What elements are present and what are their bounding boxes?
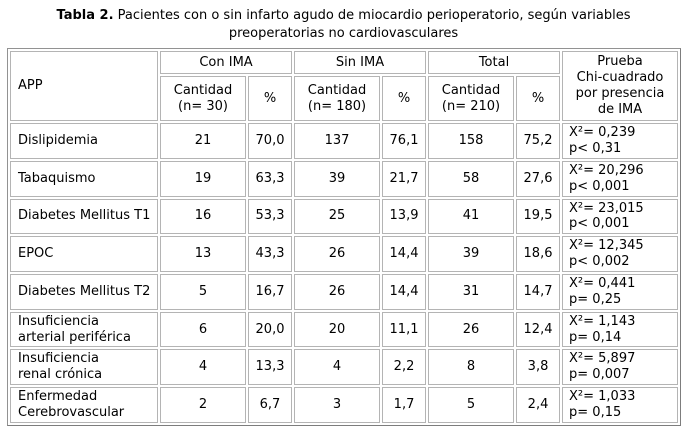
group-header-sin-ima: Sin IMA: [294, 51, 427, 75]
table-number-label: Tabla 2.: [56, 8, 114, 23]
cell-chi-square: X²= 1,033 p= 0,15: [562, 387, 679, 423]
cell-sin-pct: 76,1: [382, 123, 427, 159]
row-label: Insuficiencia renal crónica: [10, 349, 158, 386]
table-row: Enfermedad Cerebrovascular 2 6,7 3 1,7 5…: [10, 387, 679, 423]
header-group-row: APP Con IMA Sin IMA Total Prueba Chi-cua…: [10, 51, 679, 122]
cell-con-cantidad: 5: [160, 273, 246, 310]
cell-total-pct: 3,8: [516, 349, 561, 386]
cell-total-pct: 27,6: [516, 160, 561, 197]
cell-sin-cantidad: 26: [294, 236, 381, 272]
cell-sin-cantidad: 25: [294, 198, 381, 235]
corner-header-app: APP: [10, 51, 158, 122]
cell-total-pct: 12,4: [516, 311, 561, 348]
cell-con-cantidad: 4: [160, 349, 246, 386]
cell-chi-square: X²= 20,296 p< 0,001: [562, 160, 679, 197]
cell-sin-pct: 13,9: [382, 198, 427, 235]
cell-total-pct: 14,7: [516, 273, 561, 310]
cell-total-cantidad: 8: [428, 349, 515, 386]
table-row: Tabaquismo 19 63,3 39 21,7 58 27,6 X²= 2…: [10, 160, 679, 197]
row-label: Dislipidemia: [10, 123, 158, 159]
cell-sin-cantidad: 39: [294, 160, 381, 197]
subheader-total-cantidad: Cantidad (n= 210): [428, 76, 515, 122]
patients-table: APP Con IMA Sin IMA Total Prueba Chi-cua…: [7, 48, 682, 426]
cell-con-pct: 63,3: [248, 160, 293, 197]
cell-total-cantidad: 58: [428, 160, 515, 197]
cell-sin-cantidad: 20: [294, 311, 381, 348]
cell-sin-cantidad: 3: [294, 387, 381, 423]
cell-sin-pct: 1,7: [382, 387, 427, 423]
chi-square-header: Prueba Chi-cuadrado por presencia de IMA: [562, 51, 679, 122]
cell-chi-square: X²= 0,239 p< 0,31: [562, 123, 679, 159]
cell-total-pct: 19,5: [516, 198, 561, 235]
subheader-sin-cantidad: Cantidad (n= 180): [294, 76, 381, 122]
cell-total-pct: 18,6: [516, 236, 561, 272]
cell-total-cantidad: 39: [428, 236, 515, 272]
subheader-con-pct: %: [248, 76, 293, 122]
row-label: Enfermedad Cerebrovascular: [10, 387, 158, 423]
table-row: Insuficiencia renal crónica 4 13,3 4 2,2…: [10, 349, 679, 386]
cell-con-cantidad: 19: [160, 160, 246, 197]
cell-chi-square: X²= 1,143 p= 0,14: [562, 311, 679, 348]
page-title: Tabla 2. Pacientes con o sin infarto agu…: [14, 7, 674, 42]
cell-chi-square: X²= 23,015 p< 0,001: [562, 198, 679, 235]
table-title-text: Pacientes con o sin infarto agudo de mio…: [117, 8, 631, 41]
cell-sin-cantidad: 26: [294, 273, 381, 310]
row-label: Diabetes Mellitus T1: [10, 198, 158, 235]
cell-con-cantidad: 2: [160, 387, 246, 423]
cell-con-cantidad: 16: [160, 198, 246, 235]
row-label: Tabaquismo: [10, 160, 158, 197]
cell-sin-pct: 11,1: [382, 311, 427, 348]
group-header-total: Total: [428, 51, 561, 75]
header-sub-row: Cantidad (n= 30) % Cantidad (n= 180) % C…: [10, 76, 678, 122]
cell-total-pct: 75,2: [516, 123, 561, 159]
cell-con-pct: 13,3: [248, 349, 293, 386]
table-row: Diabetes Mellitus T2 5 16,7 26 14,4 31 1…: [10, 273, 679, 310]
cell-sin-cantidad: 4: [294, 349, 381, 386]
cell-con-pct: 70,0: [248, 123, 293, 159]
row-label: Insuficiencia arterial periférica: [10, 311, 158, 348]
cell-total-cantidad: 158: [428, 123, 515, 159]
group-header-con-ima: Con IMA: [160, 51, 293, 75]
cell-total-cantidad: 26: [428, 311, 515, 348]
cell-con-pct: 53,3: [248, 198, 293, 235]
cell-con-pct: 20,0: [248, 311, 293, 348]
table-row: Diabetes Mellitus T1 16 53,3 25 13,9 41 …: [10, 198, 679, 235]
table-row: Insuficiencia arterial periférica 6 20,0…: [10, 311, 679, 348]
cell-sin-pct: 21,7: [382, 160, 427, 197]
subheader-total-pct: %: [516, 76, 561, 122]
cell-total-cantidad: 5: [428, 387, 515, 423]
row-label: Diabetes Mellitus T2: [10, 273, 158, 310]
table-row: EPOC 13 43,3 26 14,4 39 18,6 X²= 12,345 …: [10, 236, 679, 272]
subheader-con-cantidad: Cantidad (n= 30): [160, 76, 246, 122]
cell-con-pct: 6,7: [248, 387, 293, 423]
cell-con-pct: 16,7: [248, 273, 293, 310]
cell-con-cantidad: 6: [160, 311, 246, 348]
cell-total-cantidad: 41: [428, 198, 515, 235]
cell-con-pct: 43,3: [248, 236, 293, 272]
cell-chi-square: X²= 12,345 p< 0,002: [562, 236, 679, 272]
row-label: EPOC: [10, 236, 158, 272]
cell-total-pct: 2,4: [516, 387, 561, 423]
cell-chi-square: X²= 5,897 p= 0,007: [562, 349, 679, 386]
table-row: Dislipidemia 21 70,0 137 76,1 158 75,2 X…: [10, 123, 679, 159]
cell-sin-cantidad: 137: [294, 123, 381, 159]
cell-chi-square: X²= 0,441 p= 0,25: [562, 273, 679, 310]
cell-con-cantidad: 13: [160, 236, 246, 272]
cell-total-cantidad: 31: [428, 273, 515, 310]
cell-sin-pct: 2,2: [382, 349, 427, 386]
cell-sin-pct: 14,4: [382, 273, 427, 310]
subheader-sin-pct: %: [382, 76, 427, 122]
cell-con-cantidad: 21: [160, 123, 246, 159]
cell-sin-pct: 14,4: [382, 236, 427, 272]
